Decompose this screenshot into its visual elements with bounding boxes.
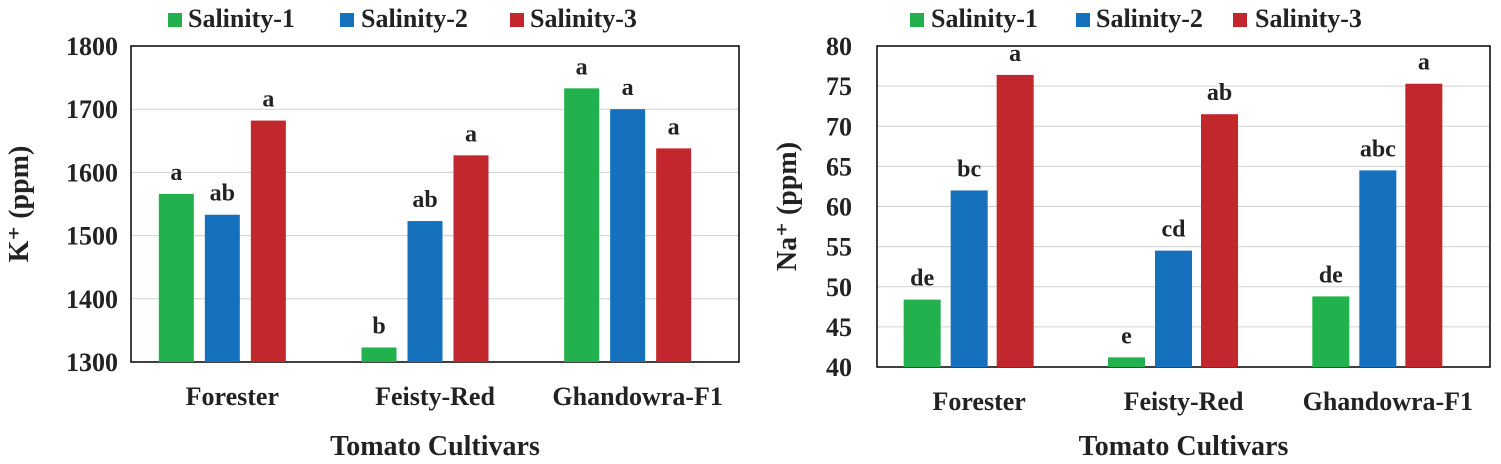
significance-label: ab <box>1207 80 1232 106</box>
y-tick-label: 60 <box>826 193 852 222</box>
y-axis-title: Na⁺ (ppm) <box>772 142 803 271</box>
bar-salinity-2-feisty-red <box>407 221 443 362</box>
y-tick-label: 1500 <box>66 222 118 251</box>
x-tick-label: Ghandowra-F1 <box>552 382 722 411</box>
x-tick-label: Forester <box>932 387 1025 416</box>
bar-salinity-1-ghandowra-f1 <box>1312 296 1350 367</box>
bar-salinity-2-forester <box>204 214 240 362</box>
y-tick-label: 1800 <box>66 32 118 61</box>
significance-label: cd <box>1162 217 1187 243</box>
significance-label: a <box>170 160 182 186</box>
y-tick-label: 1300 <box>66 348 118 377</box>
legend-label: Salinity-1 <box>188 4 295 33</box>
x-tick-label: Ghandowra-F1 <box>1303 387 1473 416</box>
bar-salinity-3-ghandowra-f1 <box>1405 83 1443 367</box>
y-tick-label: 1400 <box>66 285 118 314</box>
legend-swatch-salinity-2 <box>340 13 354 27</box>
significance-label: a <box>668 114 680 140</box>
bar-salinity-1-forester <box>158 193 194 362</box>
y-tick-label: 70 <box>826 112 852 141</box>
legend-swatch-salinity-1 <box>168 13 182 27</box>
legend-swatch-salinity-1 <box>910 13 924 27</box>
y-axis-title: K⁺ (ppm) <box>4 146 35 263</box>
x-tick-label: Feisty-Red <box>1124 387 1244 416</box>
bar-salinity-2-ghandowra-f1 <box>610 109 646 362</box>
bar-salinity-3-feisty-red <box>1201 114 1238 368</box>
significance-label: b <box>372 313 385 339</box>
y-tick-label: 65 <box>826 152 852 181</box>
potassium-chart: 1300 1400 1500 1600 1700 1800 a ab a Forester b ab a… <box>4 4 740 462</box>
bar-salinity-3-forester <box>250 120 286 363</box>
sodium-chart: 40 45 50 55 60 65 70 75 80 de bc a Forester e cd ab Feis… <box>772 4 1491 462</box>
bar-salinity-1-feisty-red <box>361 347 397 362</box>
bar-salinity-3-forester <box>996 74 1034 367</box>
y-tick-label: 50 <box>826 273 852 302</box>
x-tick-label: Feisty-Red <box>375 382 495 411</box>
legend-label: Salinity-3 <box>1255 4 1362 33</box>
significance-label: a <box>262 87 274 113</box>
significance-label: ab <box>210 181 235 207</box>
y-tick-label: 40 <box>826 353 852 382</box>
bar-salinity-1-ghandowra-f1 <box>564 88 600 363</box>
significance-label: bc <box>957 156 981 182</box>
bar-salinity-3-ghandowra-f1 <box>656 148 692 362</box>
y-tick-label: 55 <box>826 233 852 262</box>
x-axis-title: Tomato Cultivars <box>330 431 540 462</box>
y-tick-label: 45 <box>826 313 852 342</box>
bar-salinity-2-feisty-red <box>1155 250 1192 367</box>
legend-label: Salinity-2 <box>361 4 468 33</box>
y-tick-label: 80 <box>826 32 852 61</box>
significance-label: a <box>1418 50 1430 76</box>
bar-salinity-1-feisty-red <box>1108 357 1145 367</box>
significance-label: abc <box>1360 136 1396 162</box>
y-tick-label: 1600 <box>66 158 118 187</box>
legend-label: Salinity-2 <box>1096 4 1203 33</box>
significance-label: de <box>910 266 934 292</box>
x-axis-title: Tomato Cultivars <box>1079 431 1289 462</box>
significance-label: e <box>1121 323 1132 349</box>
bar-salinity-2-ghandowra-f1 <box>1359 170 1397 367</box>
legend-label: Salinity-3 <box>530 4 637 33</box>
bar-salinity-3-feisty-red <box>453 155 489 362</box>
legend-swatch-salinity-3 <box>510 13 524 27</box>
significance-label: a <box>465 121 477 147</box>
significance-label: de <box>1319 262 1343 288</box>
x-tick-label: Forester <box>186 382 279 411</box>
y-tick-label: 75 <box>826 72 852 101</box>
legend-label: Salinity-1 <box>931 4 1038 33</box>
legend-swatch-salinity-3 <box>1233 13 1247 27</box>
significance-label: ab <box>412 187 437 213</box>
significance-label: a <box>1009 41 1021 67</box>
significance-label: a <box>576 54 588 80</box>
legend-swatch-salinity-2 <box>1076 13 1090 27</box>
bar-salinity-1-forester <box>903 299 941 367</box>
bar-salinity-2-forester <box>950 190 988 367</box>
significance-label: a <box>622 75 634 101</box>
y-tick-label: 1700 <box>66 95 118 124</box>
